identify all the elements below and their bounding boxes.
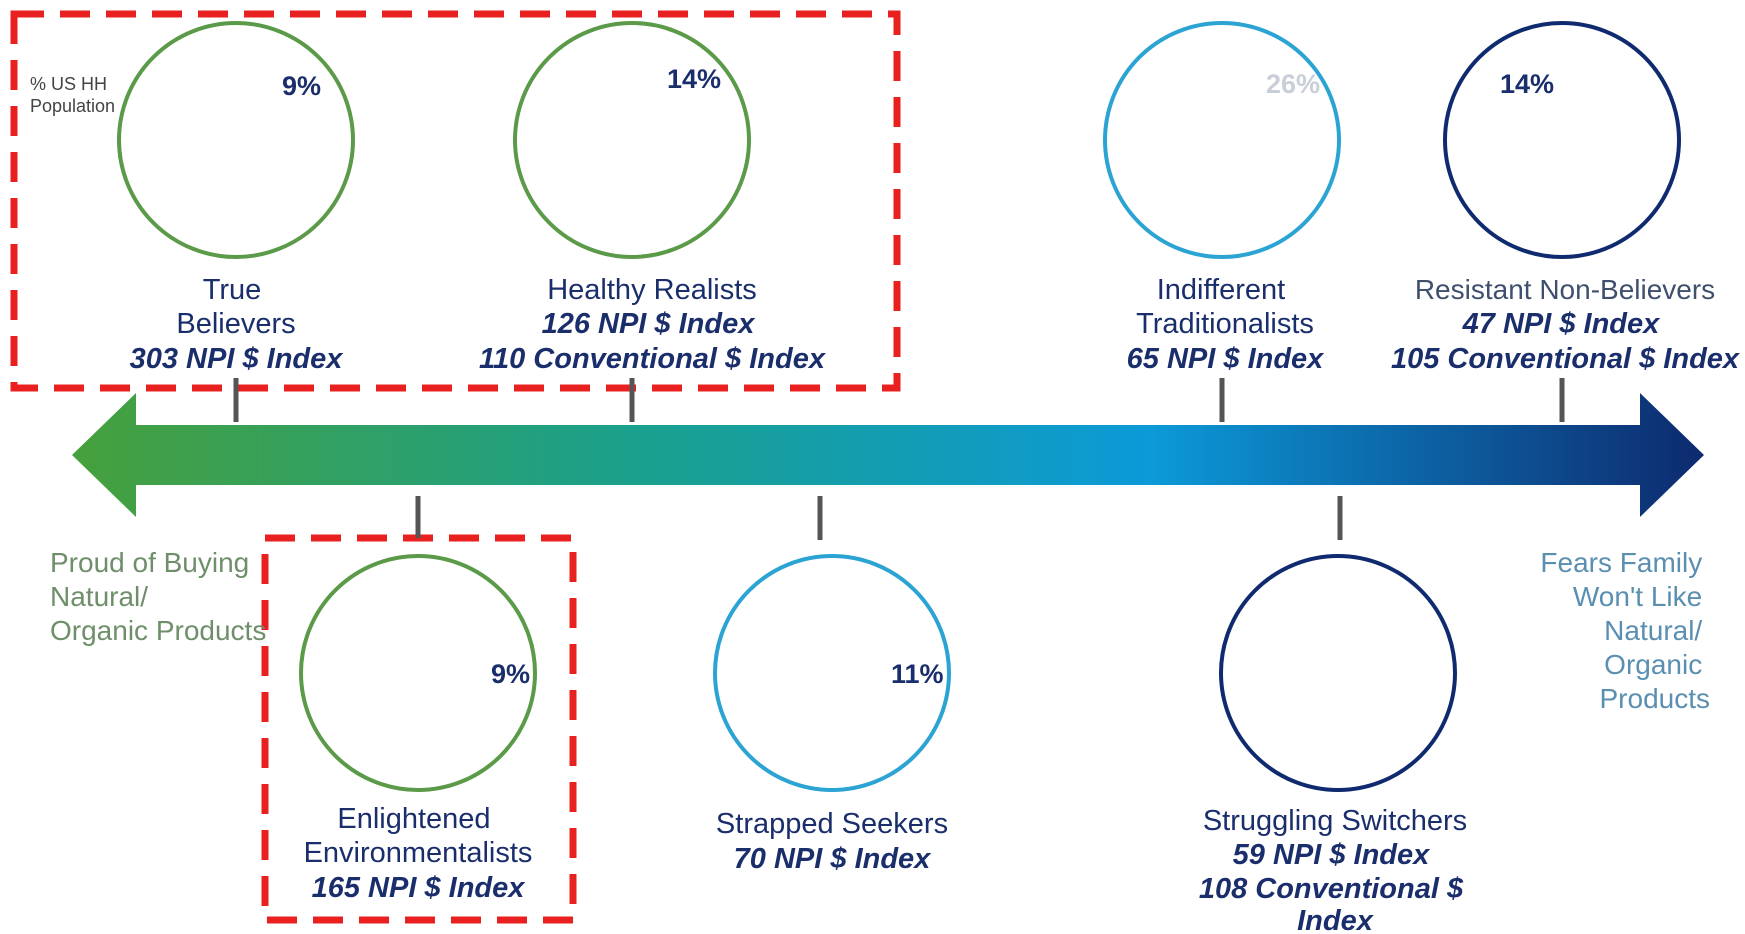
index-healthy-realists: 126 NPI $ Index 110 Conventional $ Index [479,308,827,375]
spectrum-arrow [72,393,1704,517]
index-true-believers: 303 NPI $ Index [130,343,345,375]
percent-indifferent-traditionalists: 26% [1266,69,1320,99]
name-struggling-switchers: Struggling Switchers [1203,805,1467,837]
circle-resistant-non-believers [1443,21,1681,259]
circle-struggling-switchers [1219,554,1457,792]
name-enlightened-environmentalists: Enlightened Environmentalists [304,803,533,869]
index-enlightened-environmentalists: 165 NPI $ Index [312,872,527,904]
circle-true-believers [117,21,355,259]
index-resistant-non-believers: 47 NPI $ Index 105 Conventional $ Index [1391,308,1741,375]
name-resistant-non-believers: Resistant Non-Believers [1415,274,1715,305]
index-strapped-seekers: 70 NPI $ Index [734,843,933,875]
name-true-believers: True Believers [176,274,295,340]
circle-healthy-realists [513,21,751,259]
circle-strapped-seekers [713,554,951,792]
index-struggling-switchers: 59 NPI $ Index 108 Conventional $ Index [1199,839,1471,934]
left-end-label: Proud of Buying Natural/ Organic Product… [50,547,266,646]
percent-resistant-non-believers: 14% [1500,69,1554,99]
percent-enlightened-environmentalists: 9% [491,659,530,689]
percent-healthy-realists: 14% [667,64,721,94]
name-indifferent-traditionalists: Indifferent Traditionalists [1136,274,1314,340]
circle-indifferent-traditionalists [1103,21,1341,259]
name-strapped-seekers: Strapped Seekers [716,808,948,840]
highlight-box-top [10,10,901,392]
percent-true-believers: 9% [282,71,321,101]
right-end-label: Fears Family Won't Like Natural/ Organic… [1540,547,1710,714]
name-healthy-realists: Healthy Realists [547,274,757,306]
circle-enlightened-environmentalists [299,554,537,792]
percent-strapped-seekers: 11% [891,659,944,689]
index-indifferent-traditionalists: 65 NPI $ Index [1127,343,1326,375]
population-label: % US HH Population [30,74,115,116]
